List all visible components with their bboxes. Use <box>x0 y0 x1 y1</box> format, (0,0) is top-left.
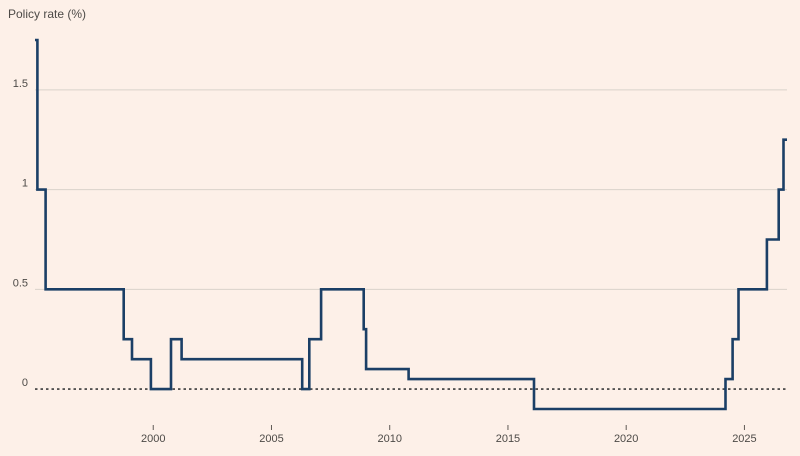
x-axis-ticks <box>152 425 745 430</box>
y-tick-label: 0 <box>22 377 28 389</box>
x-tick-label: 2010 <box>377 433 401 445</box>
y-axis-title: Policy rate (%) <box>8 7 86 21</box>
y-tick-label: 1.5 <box>13 78 28 90</box>
y-axis-tick-labels: 0 0.5 1 1.5 <box>13 78 28 389</box>
series-line <box>35 38 787 411</box>
x-tick-label: 2020 <box>614 433 638 445</box>
x-tick-label: 2015 <box>496 433 520 445</box>
x-tick-label: 2005 <box>259 433 283 445</box>
y-tick-label: 1 <box>22 178 28 190</box>
x-axis-tick-labels: 2000 2005 2010 2015 2020 2025 <box>141 433 757 445</box>
y-tick-label: 0.5 <box>13 277 28 289</box>
x-tick-label: 2000 <box>141 433 165 445</box>
series-layer <box>35 38 787 411</box>
x-tick-label: 2025 <box>732 433 756 445</box>
gridlines <box>35 89 787 290</box>
